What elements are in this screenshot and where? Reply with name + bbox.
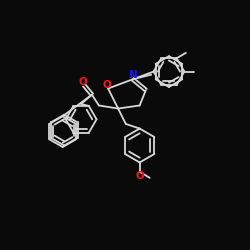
Text: O: O	[102, 80, 111, 90]
Text: O: O	[135, 170, 144, 180]
Text: N: N	[129, 70, 138, 81]
Text: O: O	[78, 76, 87, 86]
